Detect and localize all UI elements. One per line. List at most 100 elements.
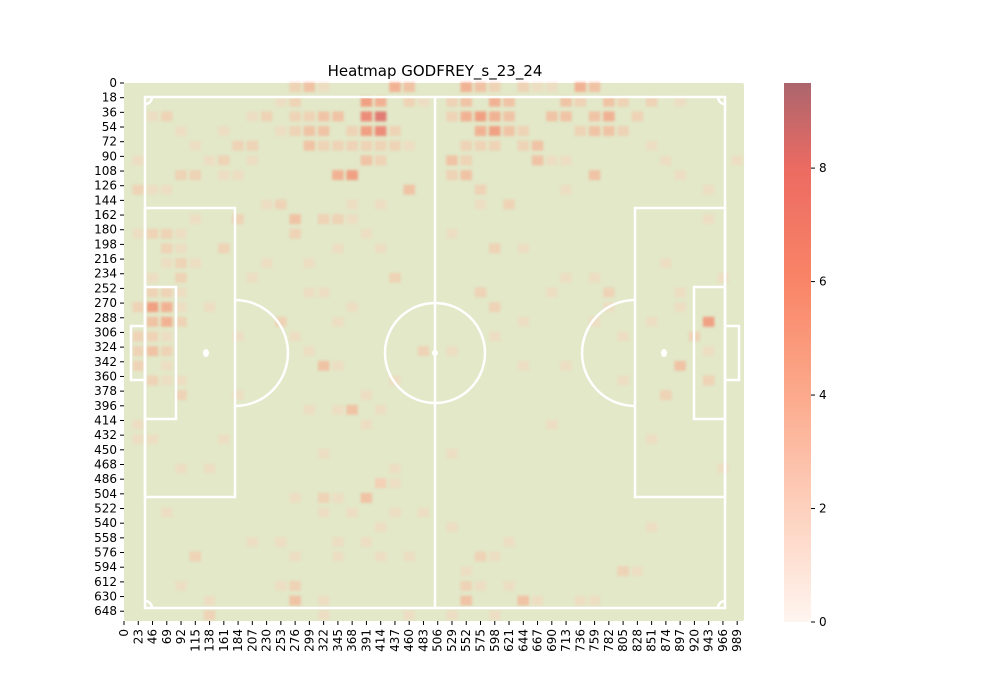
heat-cell	[403, 140, 415, 151]
heat-cell	[717, 272, 729, 283]
heat-cell	[161, 184, 173, 195]
heat-cell	[446, 170, 458, 181]
heat-cell	[346, 126, 358, 136]
heat-cell	[603, 287, 615, 298]
heat-cell	[517, 243, 529, 254]
heat-cell	[560, 111, 572, 122]
heat-cell	[132, 302, 144, 313]
heat-cell	[317, 82, 330, 92]
heat-cell	[146, 228, 159, 239]
x-tick-label: 897	[673, 629, 687, 652]
x-tick-label: 368	[345, 629, 359, 652]
heat-cell	[645, 96, 658, 107]
heat-cell	[474, 126, 487, 136]
chart-title: Heatmap GODFREY_s_23_24	[328, 62, 543, 81]
heat-cell	[146, 111, 159, 122]
heat-cell	[275, 96, 287, 107]
heat-cell	[374, 140, 387, 151]
heat-cell	[161, 346, 173, 357]
x-tick-label: 736	[573, 629, 587, 652]
heat-cell	[317, 507, 330, 518]
heat-cell	[332, 404, 344, 415]
heat-cell	[289, 214, 301, 225]
heat-cell	[289, 580, 301, 591]
y-tick-label: 468	[94, 457, 117, 471]
heat-cell	[374, 551, 387, 562]
y-tick-label: 360	[94, 369, 117, 383]
heat-cell	[702, 214, 715, 225]
y-tick-label: 180	[94, 223, 117, 237]
heat-cell	[161, 287, 173, 298]
y-tick-label: 108	[94, 164, 117, 178]
heat-cell	[146, 287, 159, 298]
heat-cell	[374, 404, 387, 415]
x-tick-label: 506	[431, 629, 445, 652]
heat-cell	[289, 492, 301, 503]
y-tick-label: 252	[94, 281, 117, 295]
heat-cell	[303, 258, 316, 269]
heat-cell	[275, 580, 287, 591]
x-tick-label: 437	[388, 629, 402, 652]
heat-cell	[146, 272, 159, 283]
x-tick-label: 920	[687, 629, 701, 652]
heat-cell	[674, 287, 686, 298]
heat-cell	[360, 492, 373, 503]
heat-cell	[446, 522, 458, 533]
heat-cell	[574, 96, 587, 107]
x-tick-label: 805	[616, 629, 630, 652]
x-tick-label: 943	[702, 629, 716, 652]
heat-cell	[161, 331, 173, 342]
heat-cell	[175, 228, 187, 239]
x-tick-label: 851	[645, 629, 659, 652]
heat-cell	[303, 126, 316, 136]
heat-cell	[560, 360, 572, 371]
y-tick-label: 90	[102, 149, 117, 163]
heat-cell	[546, 111, 558, 122]
heat-cell	[175, 375, 187, 386]
colorbar-tick-label: 6	[819, 275, 827, 289]
heat-cell	[588, 595, 601, 606]
heat-cell	[246, 155, 259, 166]
y-tick-label: 36	[102, 105, 117, 119]
heatmap-cells	[132, 82, 743, 621]
heat-cell	[360, 419, 373, 430]
x-tick-label: 713	[559, 629, 573, 652]
heat-cell	[332, 360, 344, 371]
heat-cell	[232, 390, 244, 401]
x-tick-label: 874	[659, 629, 673, 652]
heat-cell	[161, 360, 173, 371]
y-tick-label: 648	[94, 604, 117, 618]
colorbar-tick-label: 2	[819, 502, 827, 516]
y-tick-label: 378	[94, 384, 117, 398]
x-tick-label: 138	[203, 629, 217, 652]
heat-cell	[132, 419, 144, 430]
heat-cell	[446, 610, 458, 621]
heat-cell	[175, 316, 187, 327]
heat-cell	[489, 126, 501, 136]
heat-cell	[503, 126, 515, 136]
y-tick-label: 144	[94, 193, 117, 207]
heat-cell	[389, 140, 401, 151]
heat-cell	[232, 214, 244, 225]
heat-cell	[360, 228, 373, 239]
heat-cell	[161, 375, 173, 386]
heat-cell	[389, 478, 401, 489]
heat-cell	[603, 96, 615, 107]
y-tick-label: 540	[94, 516, 117, 530]
corner-arc-tl	[144, 96, 154, 106]
heat-cell	[517, 360, 529, 371]
heat-cell	[588, 170, 601, 181]
x-tick-label: 253	[274, 629, 288, 652]
heat-cell	[374, 111, 387, 122]
right-goal	[723, 324, 741, 382]
heat-cell	[175, 302, 187, 313]
heat-cell	[631, 566, 644, 577]
heat-cell	[374, 96, 387, 107]
heat-cell	[303, 287, 316, 298]
x-tick-label: 828	[630, 629, 644, 652]
heat-cell	[146, 302, 159, 313]
heat-cell	[645, 140, 658, 151]
y-tick-label: 342	[94, 355, 117, 369]
x-tick-label: 529	[445, 629, 459, 652]
